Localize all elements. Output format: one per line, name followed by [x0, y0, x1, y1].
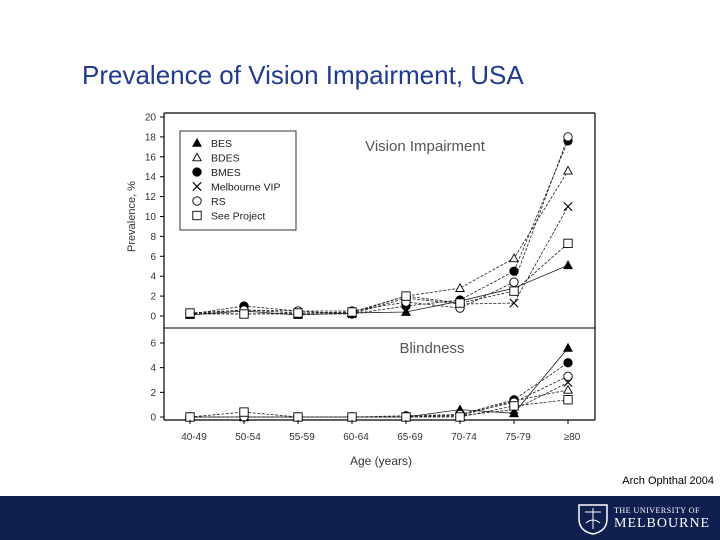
legend-marker: [192, 196, 202, 206]
y-tick-label: 6: [150, 339, 156, 350]
logo-line-1: THE UNIVERSITY OF: [614, 506, 700, 515]
citation: Arch Ophthal 2004: [622, 475, 714, 487]
data-point: [563, 342, 573, 352]
data-point: [509, 253, 519, 263]
legend-marker: [192, 152, 202, 162]
university-logo: THE UNIVERSITY OF MELBOURNE: [574, 502, 714, 536]
series-line: [189, 264, 569, 316]
legend-label: See Project: [211, 211, 265, 223]
data-point: [509, 277, 519, 287]
data-point: [563, 358, 573, 368]
data-point: [455, 412, 465, 422]
legend-label: RS: [211, 196, 226, 208]
data-point: [401, 412, 411, 422]
series-line: [189, 399, 569, 418]
legend-label: Melbourne VIP: [211, 182, 280, 194]
data-point: [509, 298, 519, 308]
y-tick-label: 16: [145, 152, 157, 163]
data-point: [347, 412, 357, 422]
crest-icon: [578, 504, 608, 535]
data-point: [239, 309, 249, 319]
y-tick-label: 4: [150, 272, 156, 283]
x-tick-label: 70-74: [451, 432, 477, 443]
footer-bar: [0, 496, 720, 540]
data-point: [563, 395, 573, 405]
panel-title: Vision Impairment: [365, 138, 486, 155]
y-tick-label: 14: [145, 172, 157, 183]
legend-marker: [192, 181, 202, 192]
data-point: [509, 286, 519, 296]
x-tick-label: 65-69: [397, 432, 423, 443]
series-line: [189, 136, 569, 314]
data-point: [563, 260, 573, 270]
data-point: [293, 412, 303, 422]
data-point: [347, 307, 357, 317]
series-line: [189, 243, 569, 315]
data-point: [185, 308, 195, 318]
x-tick-label: 60-64: [343, 432, 369, 443]
legend-label: BES: [211, 138, 232, 150]
y-tick-label: 8: [150, 232, 156, 243]
y-tick-label: 20: [145, 113, 157, 124]
y-tick-label: 12: [145, 192, 157, 203]
data-point: [239, 407, 249, 417]
data-point: [455, 283, 465, 292]
y-tick-label: 6: [150, 252, 156, 263]
data-point: [563, 384, 573, 394]
x-tick-label: 55-59: [289, 432, 315, 443]
legend-marker: [192, 137, 202, 147]
legend-marker: [192, 167, 202, 177]
legend-marker: [192, 210, 202, 221]
data-point: [509, 408, 519, 418]
data-point: [293, 308, 303, 318]
data-point: [185, 412, 195, 422]
legend: BES BDES BMES Melbourne VIP RS See Project: [179, 130, 297, 231]
y-tick-label: 0: [150, 312, 156, 323]
panel-title: Blindness: [399, 340, 464, 357]
y-tick-label: 4: [150, 363, 156, 374]
y-tick-label: 10: [145, 212, 157, 223]
y-tick-label: 18: [145, 132, 157, 143]
data-point: [509, 401, 519, 411]
data-point: [563, 132, 573, 142]
x-tick-label: ≥80: [564, 432, 581, 443]
data-point: [563, 371, 573, 381]
data-point: [563, 165, 573, 175]
x-tick-label: 40-49: [181, 432, 207, 443]
slide-title: Prevalence of Vision Impairment, USA: [82, 60, 524, 90]
data-point: [563, 238, 573, 249]
data-point: [563, 201, 573, 212]
data-point: [401, 291, 411, 301]
y-axis-label: Prevalence, %: [126, 181, 138, 252]
y-tick-label: 2: [150, 292, 156, 303]
legend-label: BDES: [211, 153, 240, 165]
legend-label: BMES: [211, 167, 241, 179]
logo-line-2: MELBOURNE: [614, 516, 711, 531]
x-axis-label: Age (years): [350, 454, 412, 468]
x-tick-label: 50-54: [235, 432, 261, 443]
data-point: [401, 306, 411, 316]
data-point: [455, 298, 465, 308]
y-tick-label: 2: [150, 388, 156, 399]
x-tick-label: 75-79: [505, 432, 531, 443]
series-line: [189, 140, 569, 315]
y-tick-label: 0: [150, 413, 156, 424]
